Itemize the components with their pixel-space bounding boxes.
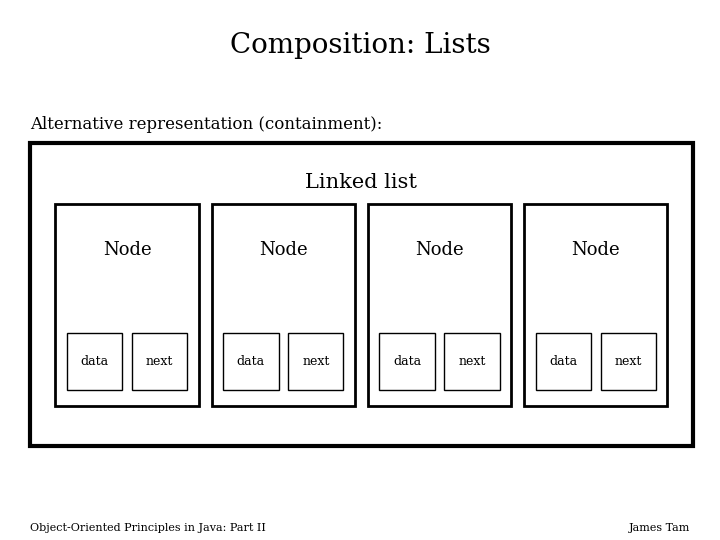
Bar bbox=[600, 333, 656, 390]
Bar bbox=[132, 333, 187, 390]
Text: data: data bbox=[81, 355, 109, 368]
Bar bbox=[379, 333, 435, 390]
Text: Node: Node bbox=[259, 241, 307, 259]
Text: Alternative representation (containment):: Alternative representation (containment)… bbox=[30, 116, 382, 133]
Bar bbox=[67, 333, 122, 390]
Text: Node: Node bbox=[415, 241, 464, 259]
Text: James Tam: James Tam bbox=[629, 523, 690, 533]
Text: Node: Node bbox=[572, 241, 620, 259]
Bar bbox=[212, 204, 355, 406]
Bar bbox=[30, 143, 693, 446]
Bar bbox=[223, 333, 279, 390]
Bar bbox=[536, 333, 591, 390]
Text: Composition: Lists: Composition: Lists bbox=[230, 32, 490, 59]
Bar bbox=[524, 204, 667, 406]
Text: data: data bbox=[549, 355, 577, 368]
Bar bbox=[288, 333, 343, 390]
Text: next: next bbox=[459, 355, 486, 368]
Bar bbox=[368, 204, 511, 406]
Bar bbox=[444, 333, 500, 390]
Text: next: next bbox=[615, 355, 642, 368]
Bar bbox=[55, 204, 199, 406]
Text: next: next bbox=[302, 355, 330, 368]
Text: next: next bbox=[146, 355, 174, 368]
Text: data: data bbox=[237, 355, 265, 368]
Text: Node: Node bbox=[103, 241, 151, 259]
Text: Object-Oriented Principles in Java: Part II: Object-Oriented Principles in Java: Part… bbox=[30, 523, 266, 533]
Text: Linked list: Linked list bbox=[305, 173, 418, 192]
Text: data: data bbox=[393, 355, 421, 368]
